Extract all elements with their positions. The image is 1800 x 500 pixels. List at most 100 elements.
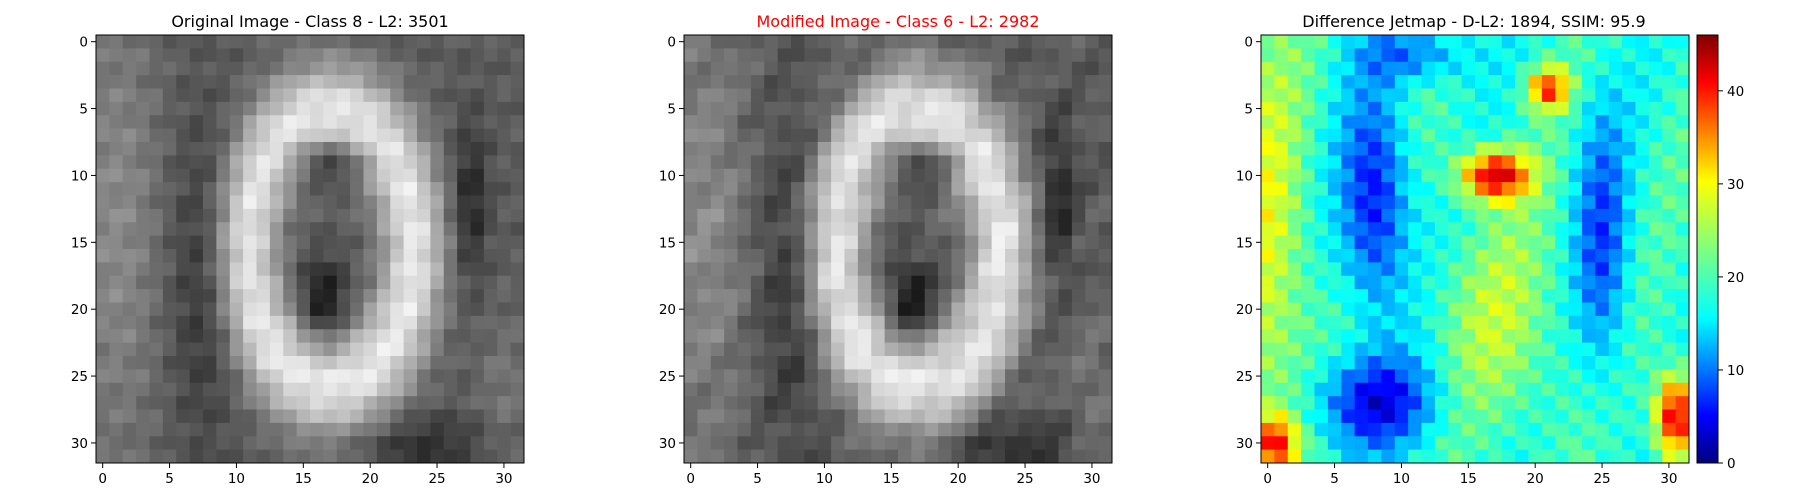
- image-cell: [403, 315, 418, 330]
- image-cell: [1515, 88, 1529, 103]
- image-cell: [1555, 115, 1569, 129]
- image-cell: [390, 101, 404, 116]
- image-cell: [964, 275, 979, 290]
- image-cell: [417, 409, 431, 424]
- image-cell: [1582, 128, 1596, 143]
- image-cell: [750, 155, 765, 170]
- image-cell: [1568, 48, 1583, 63]
- image-cell: [1421, 409, 1436, 424]
- image-cell: [844, 449, 859, 464]
- image-cell: [310, 155, 324, 170]
- image-cell: [1541, 168, 1556, 183]
- image-cell: [1261, 88, 1275, 103]
- image-cell: [1031, 302, 1046, 317]
- image-cell: [724, 182, 738, 196]
- image-cell: [1528, 128, 1543, 143]
- image-cell: [229, 449, 244, 464]
- image-cell: [1394, 208, 1409, 223]
- image-cell: [203, 396, 217, 410]
- image-cell: [1635, 61, 1650, 76]
- image-cell: [1408, 449, 1422, 464]
- image-cell: [1448, 289, 1462, 303]
- image-cell: [1274, 168, 1289, 183]
- image-cell: [376, 235, 391, 250]
- image-cell: [1541, 329, 1556, 343]
- image-cell: [109, 48, 124, 63]
- image-cell: [777, 155, 792, 170]
- image-cell: [1434, 289, 1449, 303]
- image-cell: [1582, 249, 1596, 263]
- image-cell: [1341, 155, 1355, 170]
- image-cell: [243, 208, 257, 223]
- image-cell: [96, 222, 110, 236]
- image-cell: [964, 262, 979, 277]
- image-cell: [1394, 329, 1409, 343]
- image-cell: [483, 289, 498, 303]
- image-cell: [1448, 168, 1462, 183]
- image-cell: [1528, 289, 1543, 303]
- image-cell: [136, 142, 150, 156]
- image-cell: [777, 61, 792, 76]
- image-cell: [1354, 208, 1369, 223]
- image-cell: [470, 289, 485, 303]
- image-cell: [1434, 249, 1449, 263]
- image-cell: [737, 249, 752, 263]
- image-cell: [1005, 275, 1019, 290]
- x-tick-label: 25: [1593, 471, 1610, 487]
- image-cell: [1274, 382, 1289, 397]
- y-tick-label: 10: [659, 168, 676, 184]
- image-cell: [1488, 168, 1503, 183]
- image-cell: [884, 88, 899, 103]
- image-cell: [1018, 208, 1033, 223]
- image-cell: [1541, 396, 1556, 410]
- image-cell: [510, 449, 525, 464]
- image-cell: [1301, 208, 1315, 223]
- image-cell: [1031, 396, 1046, 410]
- image-cell: [229, 262, 244, 277]
- image-cell: [710, 35, 725, 49]
- image-cell: [991, 396, 1006, 410]
- image-cell: [1528, 436, 1543, 450]
- image-cell: [1648, 35, 1663, 49]
- image-cell: [1058, 409, 1073, 424]
- image-cell: [1327, 436, 1342, 450]
- image-cell: [1354, 155, 1369, 170]
- image-cell: [951, 356, 966, 370]
- image-cell: [363, 396, 378, 410]
- image-cell: [1555, 289, 1569, 303]
- image-cell: [497, 142, 511, 156]
- image-cell: [336, 75, 351, 89]
- image-cell: [1635, 356, 1650, 370]
- image-cell: [1058, 249, 1073, 263]
- image-cell: [162, 155, 177, 170]
- image-cell: [96, 182, 110, 196]
- image-cell: [310, 315, 324, 330]
- image-cell: [1018, 396, 1033, 410]
- image-cell: [1314, 369, 1329, 384]
- image-cell: [777, 382, 792, 397]
- image-cell: [376, 369, 391, 384]
- image-cell: [951, 75, 966, 89]
- image-cell: [924, 356, 939, 370]
- image-cell: [363, 88, 378, 103]
- image-cell: [269, 35, 284, 49]
- image-cell: [764, 249, 778, 263]
- image-cell: [470, 329, 485, 343]
- image-cell: [1018, 222, 1033, 236]
- image-cell: [96, 342, 110, 357]
- image-cell: [1582, 35, 1596, 49]
- image-cell: [1528, 382, 1543, 397]
- image-cell: [817, 436, 832, 450]
- image-cell: [1622, 222, 1636, 236]
- image-cell: [978, 396, 992, 410]
- image-cell: [1098, 275, 1113, 290]
- image-cell: [1582, 369, 1596, 384]
- image-cell: [978, 208, 992, 223]
- image-cell: [296, 208, 311, 223]
- image-cell: [189, 235, 204, 250]
- image-cell: [804, 128, 819, 143]
- image-cell: [1368, 329, 1382, 343]
- image-cell: [1648, 289, 1663, 303]
- image-cell: [109, 61, 124, 76]
